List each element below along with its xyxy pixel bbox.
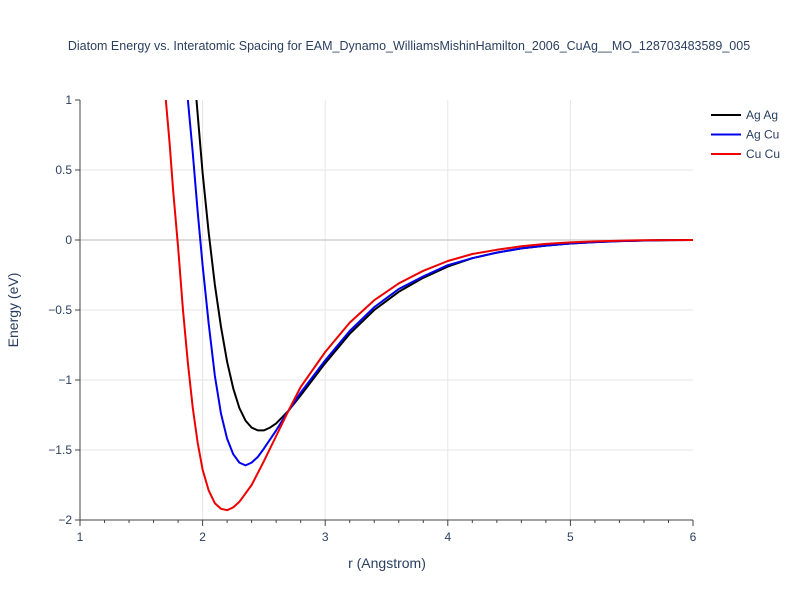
legend-item[interactable]: Ag Ag	[711, 108, 778, 122]
y-tick-label: −2	[58, 513, 72, 527]
legend: Ag Ag Ag Cu Cu Cu	[711, 108, 780, 161]
y-axis-label: Energy (eV)	[5, 273, 21, 348]
legend-label: Ag Cu	[746, 128, 779, 142]
chart-title: Diatom Energy vs. Interatomic Spacing fo…	[68, 39, 750, 53]
legend-label: Ag Ag	[746, 108, 778, 122]
y-tick-label: 1	[65, 93, 72, 107]
y-tick-label: −1.5	[48, 443, 72, 457]
x-tick-label: 4	[444, 530, 451, 544]
x-tick-label: 2	[199, 530, 206, 544]
series-line-ag-cu	[186, 100, 693, 467]
y-tick-label: −0.5	[48, 303, 72, 317]
y-tick-label: 0	[65, 233, 72, 247]
x-axis-label: r (Angstrom)	[348, 555, 426, 571]
x-tick-label: 3	[322, 530, 329, 544]
series-line-cu-cu	[164, 100, 693, 512]
legend-label: Cu Cu	[746, 147, 780, 161]
x-tick-label: 6	[690, 530, 697, 544]
y-tick-label: 0.5	[55, 163, 72, 177]
x-tick-label: 5	[567, 530, 574, 544]
legend-item[interactable]: Cu Cu	[711, 147, 780, 161]
legend-item[interactable]: Ag Cu	[711, 128, 779, 142]
series-line-ag-ag	[195, 100, 693, 432]
y-tick-label: −1	[58, 373, 72, 387]
axes: 1 2 3 4 5 6 1 0.5 0 −0.5 −1 −1.5 −2	[48, 93, 696, 544]
plot-area	[164, 100, 693, 512]
x-tick-label: 1	[77, 530, 84, 544]
